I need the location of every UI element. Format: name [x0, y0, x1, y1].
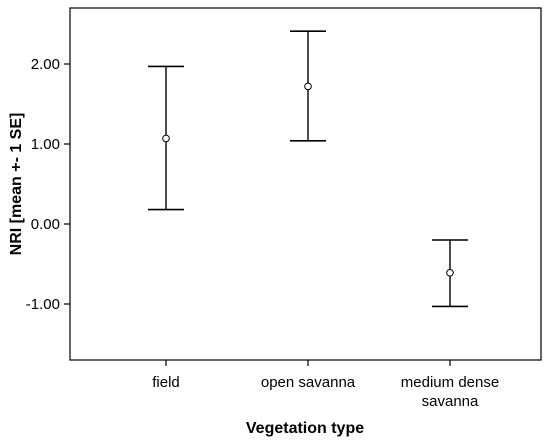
mean-marker	[304, 82, 312, 91]
y-axis-ticks: -1.00 0.00 1.00 2.00	[26, 56, 70, 313]
y-tick-label: 1.00	[31, 136, 60, 153]
x-tick-label: open savanna	[261, 374, 356, 391]
plot-frame	[69, 7, 542, 361]
y-axis-title: NRI [mean +- 1 SE]	[8, 113, 25, 256]
error-bars	[148, 30, 468, 308]
x-tick-label: medium dense	[401, 374, 499, 391]
y-tick-label: -1.00	[26, 296, 60, 313]
x-tick-label: savanna	[422, 393, 479, 410]
mean-marker	[446, 269, 454, 277]
y-tick-label: 0.00	[31, 216, 60, 233]
y-tick-label: 2.00	[31, 56, 60, 73]
x-axis-title: Vegetation type	[246, 420, 364, 437]
mean-marker	[162, 134, 170, 143]
x-tick-label: field	[152, 374, 180, 391]
x-axis-categories: field open savanna medium dense savanna	[152, 360, 499, 410]
